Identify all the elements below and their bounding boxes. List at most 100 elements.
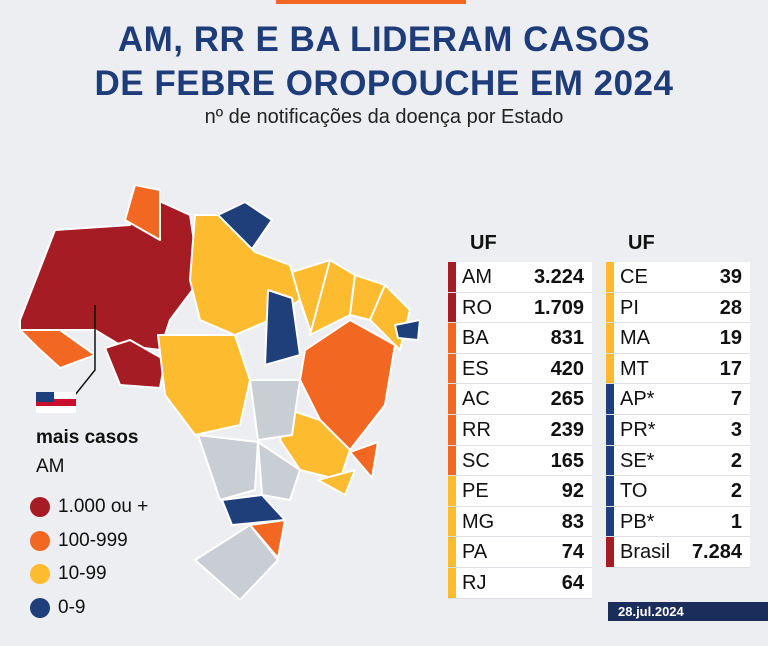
state-ac bbox=[19, 329, 96, 369]
legend-label: 10-99 bbox=[58, 563, 107, 584]
state-code: PB* bbox=[620, 510, 655, 533]
case-count: 420 bbox=[550, 357, 584, 380]
table-row: PE 92 bbox=[448, 476, 592, 507]
state-code: PI bbox=[620, 296, 639, 319]
highlight-value: AM bbox=[36, 456, 65, 477]
legend-swatch bbox=[30, 530, 50, 551]
state-code: PR* bbox=[620, 418, 656, 441]
pointer-line bbox=[74, 305, 96, 396]
case-count: 39 bbox=[719, 266, 742, 288]
case-count: 239 bbox=[550, 418, 584, 441]
row-color bbox=[448, 414, 456, 445]
case-count: 7.284 bbox=[691, 541, 742, 564]
row-color bbox=[448, 262, 456, 292]
state-code: RJ bbox=[462, 571, 487, 594]
state-code: SE* bbox=[620, 449, 655, 472]
legend-label: 0-9 bbox=[58, 596, 86, 618]
table-row: AC 265 bbox=[448, 384, 592, 415]
highlight-label: mais casos bbox=[36, 427, 139, 448]
table-row: TO 2 bbox=[606, 476, 750, 507]
table-row: AM 3.224 bbox=[448, 262, 592, 293]
state-code: RR bbox=[462, 418, 491, 441]
state-es bbox=[349, 441, 379, 479]
case-count: 17 bbox=[719, 357, 742, 380]
state-code: MT bbox=[620, 357, 649, 380]
table-row: AP* 7 bbox=[606, 384, 750, 415]
state-code: TO bbox=[620, 480, 648, 503]
table-row: RR 239 bbox=[448, 414, 592, 446]
brazil-map bbox=[19, 184, 420, 600]
table-row: SE* 2 bbox=[606, 445, 750, 477]
state-sp bbox=[257, 441, 301, 501]
case-count: 92 bbox=[561, 480, 584, 503]
state-rr bbox=[124, 184, 161, 241]
row-color bbox=[606, 414, 614, 445]
table: UF CE 39 PI 28 MA 19 MT 17 AP* 7 PR* 3 SE* 2 TO 2 PB* 1 Bra… bbox=[606, 232, 750, 568]
state-ms bbox=[197, 434, 259, 501]
legend-swatch bbox=[30, 497, 50, 517]
subtitle: nº de notificações da doença por Estado bbox=[204, 106, 564, 128]
case-count: 83 bbox=[561, 510, 584, 533]
state-code: CE bbox=[620, 266, 648, 288]
case-count: 19 bbox=[719, 327, 742, 350]
table-header: UF bbox=[470, 232, 497, 254]
state-code: ES bbox=[462, 357, 489, 380]
state-rs bbox=[194, 524, 279, 600]
state-code: AC bbox=[462, 388, 490, 411]
table-row: MT 17 bbox=[606, 353, 750, 385]
date: 28.jul.2024 bbox=[608, 602, 768, 621]
case-count: 3 bbox=[730, 418, 742, 441]
state-code: Brasil bbox=[620, 541, 671, 564]
state-code: PA bbox=[462, 541, 488, 564]
title-line: AM, RR E BA LIDERAM CASOS bbox=[117, 20, 651, 59]
table-row: BA 831 bbox=[448, 323, 592, 354]
case-count: 74 bbox=[561, 541, 584, 564]
row-color bbox=[448, 506, 456, 537]
row-color bbox=[448, 445, 456, 476]
table-row: PI 28 bbox=[606, 292, 750, 324]
row-color bbox=[606, 323, 614, 353]
row-color bbox=[606, 445, 614, 476]
case-count: 165 bbox=[550, 449, 584, 472]
state-code: RO bbox=[462, 296, 492, 319]
case-count: 28 bbox=[719, 296, 742, 319]
table-header: UF bbox=[628, 232, 655, 254]
table-row: ES 420 bbox=[448, 353, 592, 385]
state-code: AM bbox=[462, 266, 492, 288]
case-count: 265 bbox=[550, 388, 584, 411]
state-se bbox=[394, 319, 420, 341]
case-count: 2 bbox=[730, 449, 742, 472]
row-color bbox=[606, 292, 614, 323]
table-row: PB* 1 bbox=[606, 506, 750, 538]
case-count: 3.224 bbox=[533, 266, 584, 288]
row-color bbox=[448, 292, 456, 323]
row-color bbox=[606, 506, 614, 537]
row-color bbox=[448, 537, 456, 567]
state-rj bbox=[317, 469, 356, 496]
table-row: PR* 3 bbox=[606, 414, 750, 446]
row-color bbox=[448, 353, 456, 384]
row-color bbox=[606, 476, 614, 506]
state-code: SC bbox=[462, 449, 490, 472]
state-code: BA bbox=[462, 327, 489, 350]
table-row: MG 83 bbox=[448, 506, 592, 538]
state-ba bbox=[299, 319, 396, 451]
case-count: 7 bbox=[730, 388, 742, 411]
case-count: 831 bbox=[550, 327, 584, 350]
row-color bbox=[448, 476, 456, 506]
table: UF AM 3.224 RO 1.709 BA 831 ES 420 AC 265 RR 239 SC 16… bbox=[448, 232, 592, 599]
flag-am bbox=[36, 392, 76, 413]
state-mt bbox=[157, 334, 251, 436]
state-code: PE bbox=[462, 480, 489, 503]
table-row: RJ 64 bbox=[448, 567, 592, 599]
table-row: PA 74 bbox=[448, 537, 592, 568]
case-count: 2 bbox=[730, 480, 742, 503]
legend-swatch bbox=[30, 564, 50, 584]
state-code: MA bbox=[620, 327, 650, 350]
row-color bbox=[606, 262, 614, 292]
row-color bbox=[448, 567, 456, 598]
state-code: MG bbox=[462, 510, 495, 533]
accent-bar bbox=[276, 0, 466, 4]
state-am bbox=[19, 189, 201, 351]
